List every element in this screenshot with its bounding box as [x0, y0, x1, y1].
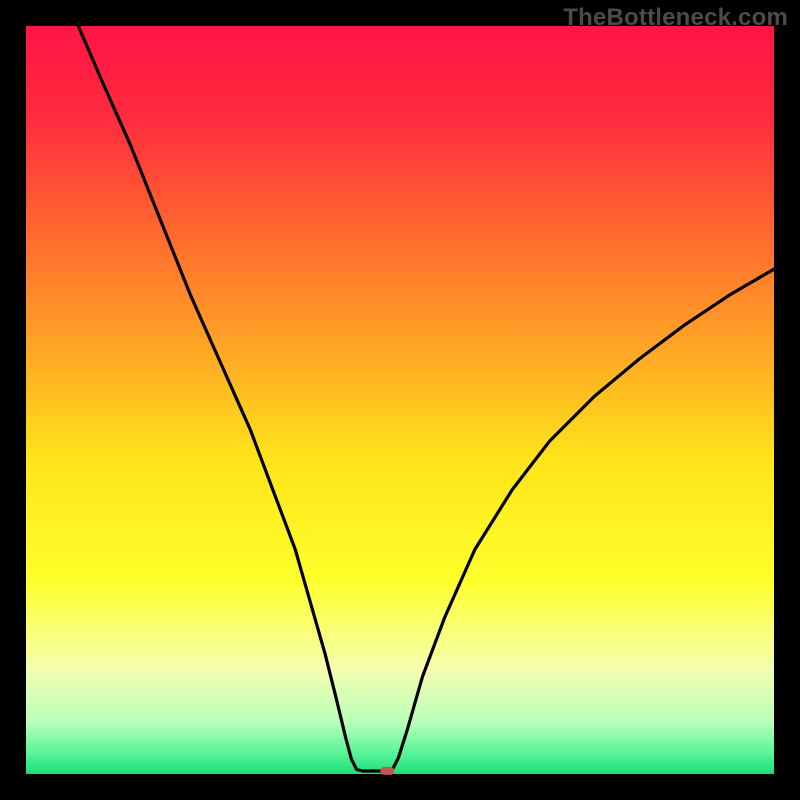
curve-svg: [26, 26, 774, 774]
bottleneck-curve: [78, 26, 774, 771]
figure-frame: TheBottleneck.com: [0, 0, 800, 800]
minimum-marker: [381, 767, 394, 775]
plot-area: [26, 26, 774, 774]
